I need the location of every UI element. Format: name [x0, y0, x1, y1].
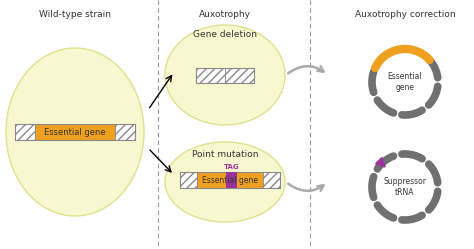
Ellipse shape: [165, 142, 285, 222]
Text: Auxotrophy correction: Auxotrophy correction: [355, 10, 456, 19]
Text: Essential
gene: Essential gene: [388, 72, 422, 92]
Text: Wild-type strain: Wild-type strain: [39, 10, 111, 19]
Bar: [196, 68, 254, 83]
Bar: [263, 172, 280, 188]
Bar: [15, 124, 36, 140]
Text: Suppressor
tRNA: Suppressor tRNA: [383, 177, 427, 197]
Bar: [225, 68, 254, 83]
Bar: [15, 124, 135, 140]
Text: Essential gene: Essential gene: [44, 127, 106, 136]
Bar: [196, 68, 225, 83]
Text: Point mutation: Point mutation: [192, 150, 258, 159]
Text: Auxotrophy: Auxotrophy: [199, 10, 251, 19]
Text: Gene deletion: Gene deletion: [193, 30, 257, 39]
Bar: [197, 172, 263, 188]
Bar: [115, 124, 135, 140]
Ellipse shape: [165, 25, 285, 125]
Bar: [227, 172, 237, 188]
Text: Essential gene: Essential gene: [202, 176, 258, 185]
Ellipse shape: [6, 48, 144, 216]
Bar: [36, 124, 115, 140]
Bar: [180, 172, 280, 188]
Text: TAG: TAG: [224, 164, 240, 170]
Bar: [180, 172, 197, 188]
